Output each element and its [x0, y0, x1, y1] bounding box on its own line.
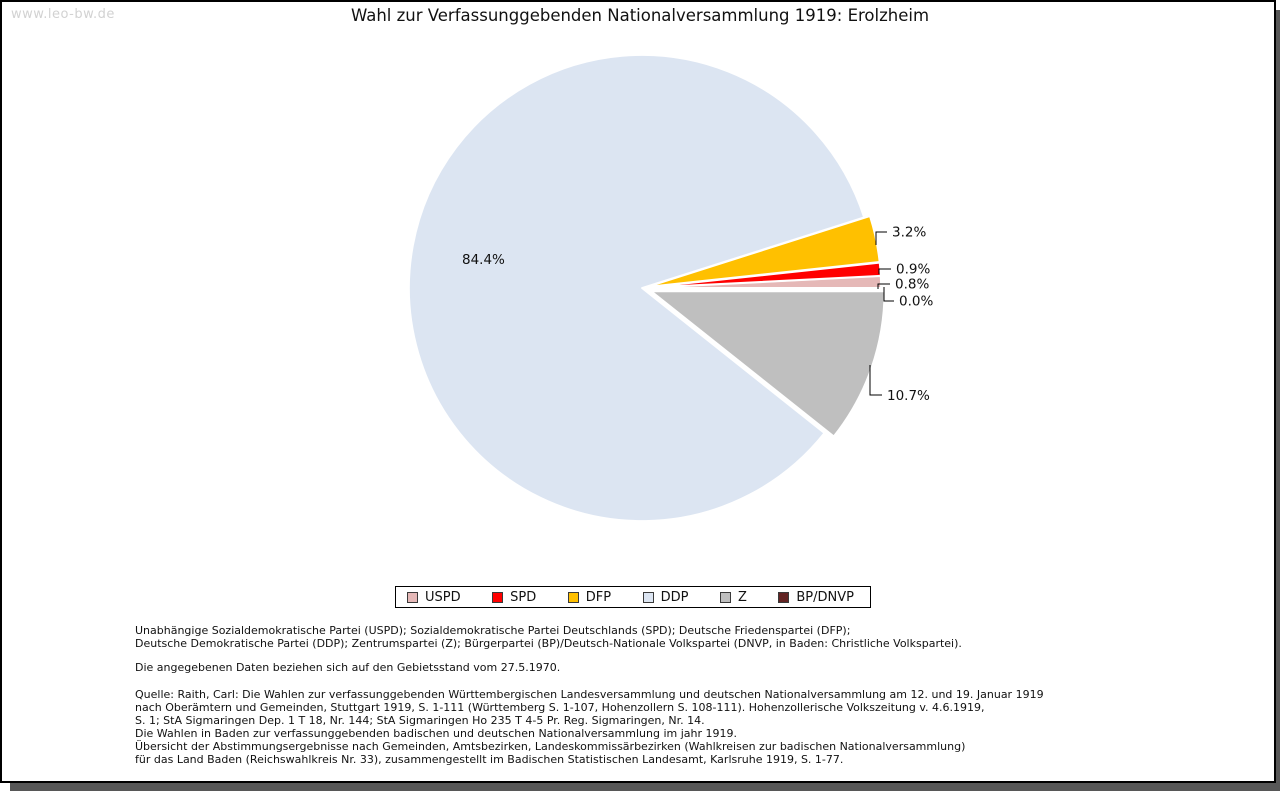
legend-swatch-z: [719, 591, 731, 603]
leader-line-dfp: [875, 231, 887, 245]
legend-label-z: Z: [737, 589, 747, 605]
legend-label-bpdnvp: BP/DNVP: [796, 589, 854, 605]
source-line: nach Oberämtern und Gemeinden, Stuttgart…: [135, 701, 985, 714]
page-shadow-right: [1276, 10, 1280, 791]
source-line: Übersicht der Abstimmungsergebnisse nach…: [135, 740, 966, 753]
pct-label-ddp: 84.4%: [462, 252, 505, 268]
legend-entry-ddp: DDP: [642, 589, 689, 605]
leader-line-bpdnvp: [883, 287, 894, 302]
legend-swatch-uspd: [407, 591, 418, 603]
pct-label-z: 10.7%: [887, 388, 930, 404]
legend-label-spd: SPD: [510, 589, 537, 605]
pct-label-dfp: 3.2%: [892, 225, 926, 241]
page-shadow-bottom: [10, 783, 1280, 791]
pct-label-uspd: 0.8%: [895, 277, 929, 293]
legend-entry-uspd: USPD: [407, 590, 461, 605]
source-line: S. 1; StA Sigmaringen Dep. 1 T 18, Nr. 1…: [135, 714, 705, 727]
source-line: Quelle: Raith, Carl: Die Wahlen zur verf…: [135, 688, 1044, 701]
pie-chart: 84.4% 3.2% 0.9% 0.8% 0.0% 10.7%: [408, 54, 933, 522]
data-basis-note: Die angegebenen Daten beziehen sich auf …: [135, 661, 1235, 674]
legend-entry-bpdnvp: BP/DNVP: [778, 590, 854, 605]
source-line: Die Wahlen in Baden zur verfassunggebend…: [135, 727, 738, 740]
chart-title: Wahl zur Verfassunggebenden Nationalvers…: [350, 6, 930, 25]
source-line: für das Land Baden (Reichswahlkreis Nr. …: [135, 753, 844, 766]
footnotes: Unabhängige Sozialdemokratische Partei (…: [135, 624, 1235, 766]
watermark-leo-bw: www.leo-bw.de: [11, 7, 115, 22]
legend-swatch-spd: [492, 591, 504, 603]
leader-line-z: [869, 365, 882, 396]
legend-entry-spd: SPD: [492, 590, 536, 605]
chart-legend: USPD SPD DFP DDP Z BP/DNVP: [395, 586, 871, 608]
leader-line-uspd: [877, 283, 890, 289]
legend-swatch-dfp: [567, 591, 579, 603]
legend-label-dfp: DFP: [585, 589, 612, 605]
legend-swatch-bpdnvp: [778, 591, 790, 603]
legend-label-ddp: DDP: [660, 589, 689, 605]
legend-swatch-ddp: [642, 591, 654, 603]
party-note-line: Deutsche Demokratische Partei (DDP); Zen…: [135, 637, 962, 650]
basis-note-line: Die angegebenen Daten beziehen sich auf …: [135, 661, 561, 674]
source-citation: Quelle: Raith, Carl: Die Wahlen zur verf…: [135, 688, 1235, 766]
leader-line-spd: [878, 268, 891, 274]
legend-label-uspd: USPD: [425, 589, 461, 605]
pie-slice-ddp: [408, 54, 865, 522]
party-note-line: Unabhängige Sozialdemokratische Partei (…: [135, 624, 851, 637]
pct-label-bpdnvp: 0.0%: [899, 294, 933, 310]
party-abbreviations-note: Unabhängige Sozialdemokratische Partei (…: [135, 624, 1235, 650]
pct-label-spd: 0.9%: [896, 262, 930, 278]
legend-entry-z: Z: [719, 589, 747, 605]
legend-entry-dfp: DFP: [567, 589, 612, 605]
